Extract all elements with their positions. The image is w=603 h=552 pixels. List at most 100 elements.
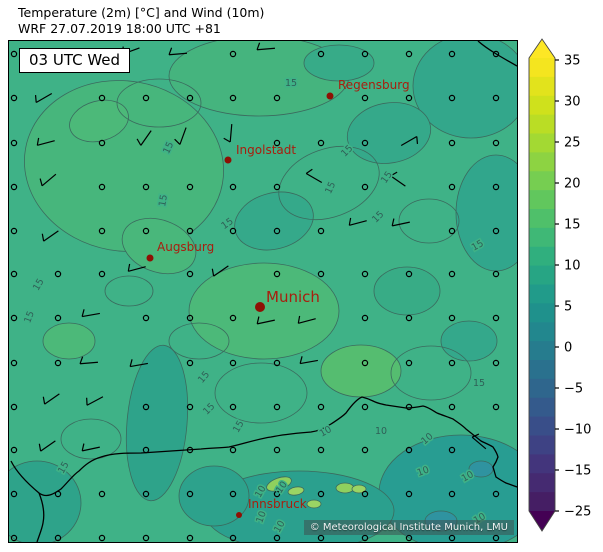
calm-wind-icon [142,314,150,322]
calm-wind-icon [361,359,369,367]
wind-barb-icon [390,171,406,187]
calm-wind-icon [142,403,150,411]
calm-wind-icon [273,183,281,191]
colorbar-band [529,303,555,323]
calm-wind-icon [54,534,62,542]
field-blob [335,482,355,494]
calm-wind-icon [492,94,500,102]
colorbar-band [529,284,555,304]
calm-wind-icon [10,183,18,191]
wind-barb-icon [39,173,57,187]
calm-wind-icon [492,534,500,542]
field-blob [266,476,292,492]
colorbar-tick-label: −5 [564,382,583,397]
contour-label: 10 [375,426,387,437]
wind-barb-icon [256,316,275,325]
calm-wind-icon [448,446,456,454]
calm-wind-icon [492,183,500,191]
city-label: Innsbruck [248,497,307,511]
calm-wind-icon [492,50,500,58]
calm-wind-icon [273,227,281,235]
calm-wind-icon [405,403,413,411]
field-blob [188,262,340,360]
wind-barb-icon [400,135,419,147]
city-label: Regensburg [338,78,410,92]
field-blob [69,99,129,143]
wind-barb-icon [86,396,104,406]
calm-wind-icon [273,534,281,542]
calm-wind-icon [229,314,237,322]
calm-wind-icon [10,94,18,102]
calm-wind-icon [10,490,18,498]
calm-wind-icon [317,50,325,58]
colorbar-band [529,397,555,418]
contour-label: 10 [318,424,334,440]
wind-barb-icon [223,123,233,143]
calm-wind-icon [229,403,237,411]
calm-wind-icon [10,139,18,147]
country-border [36,492,45,542]
colorbar-band [529,454,555,474]
calm-wind-icon [229,94,237,102]
calm-wind-icon [361,270,369,278]
colorbar-tick-label: −25 [564,505,591,520]
calm-wind-icon [98,94,106,102]
calm-wind-icon [448,534,456,542]
city-marker [255,302,265,312]
calm-wind-icon [273,359,281,367]
calm-wind-icon [492,139,500,147]
contour-label: 15 [196,369,212,385]
colorbar-band [529,114,555,135]
calm-wind-icon [273,490,281,498]
colorbar-band [529,322,555,342]
colorbar-band [529,492,555,512]
colorbar-tick-label: 30 [564,95,581,110]
calm-wind-icon [317,139,325,147]
calm-wind-icon [186,446,194,454]
contour-label: 15 [473,378,485,389]
city-marker [224,156,232,164]
contour-line [104,275,154,307]
colorbar-arrow [529,511,555,531]
calm-wind-icon [98,534,106,542]
calm-wind-icon [405,359,413,367]
map-canvas: 15 15 15 15 15 15 15 15 15 15 15 15 15 15 15 15 10 10 10 10… [8,40,518,543]
contour-label: 15 [31,277,47,293]
colorbar-band [529,76,555,97]
country-border [477,41,517,67]
colorbar-band [529,133,555,153]
calm-wind-icon [405,446,413,454]
calm-wind-icon [317,446,325,454]
calm-wind-icon [361,139,369,147]
calm-wind-icon [405,50,413,58]
calm-wind-icon [229,227,237,235]
field-blob [287,486,305,496]
colorbar-tick-label: 15 [564,218,581,233]
calm-wind-icon [10,446,18,454]
calm-wind-icon [448,227,456,235]
wind-barb-icon [129,359,148,368]
contour-line [116,78,202,128]
calm-wind-icon [186,94,194,102]
colorbar-tick-label: −15 [564,464,591,479]
calm-wind-icon [448,314,456,322]
attribution: © Meteorological Institute Munich, LMU [303,520,514,535]
field-blob [412,41,517,139]
calm-wind-icon [273,446,281,454]
calm-wind-icon [142,490,150,498]
contour-label: 15 [370,209,386,225]
colorbar-band [529,360,555,380]
calm-wind-icon [361,403,369,411]
calm-wind-icon [186,227,194,235]
plot-subtitle: WRF 27.07.2019 18:00 UTC +81 [18,21,221,36]
wind-barb-icon [168,47,188,56]
calm-wind-icon [229,446,237,454]
calm-wind-icon [317,270,325,278]
calm-wind-icon [186,403,194,411]
calm-wind-icon [98,227,106,235]
contour-label: 15 [285,78,297,89]
calm-wind-icon [54,314,62,322]
calm-wind-icon [54,359,62,367]
field-blob [178,465,250,527]
colorbar-tick-label: −10 [564,423,591,438]
